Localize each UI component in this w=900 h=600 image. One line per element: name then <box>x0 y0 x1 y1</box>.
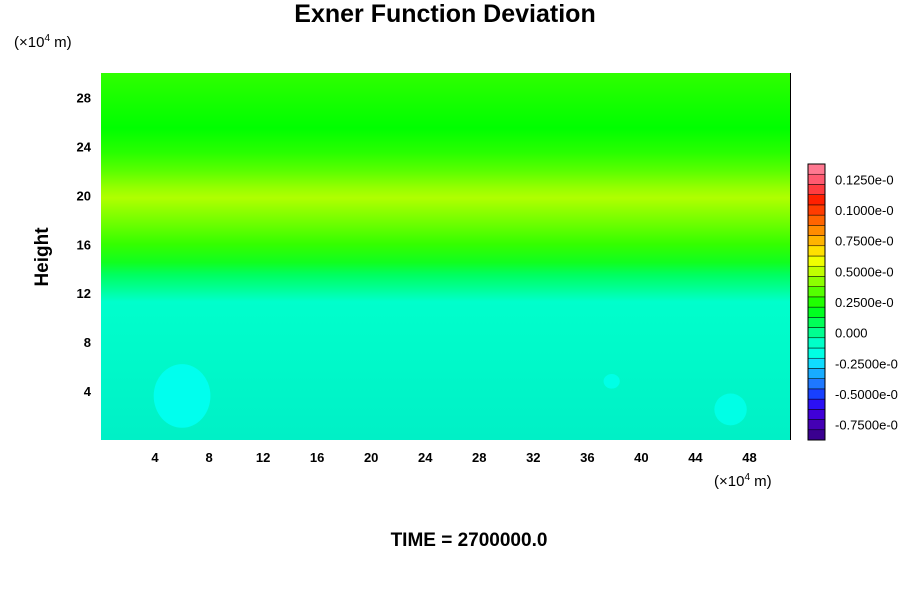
colorbar-band <box>807 184 826 195</box>
colorbar-band <box>807 225 826 236</box>
y-tick-label: 28 <box>77 90 91 105</box>
colorbar-band <box>807 265 826 277</box>
colorbar-band <box>807 163 826 175</box>
colorbar-label: -0.5000e-0 <box>835 387 898 402</box>
colorbar-band <box>807 276 826 287</box>
x-tick-label: 16 <box>310 450 324 465</box>
x-tick-label: 40 <box>634 450 648 465</box>
feature-blob-2 <box>714 393 747 426</box>
colorbar-band <box>807 296 826 308</box>
colorbar-band <box>807 419 826 431</box>
colorbar-label: 0.7500e-0 <box>835 234 894 249</box>
x-axis-unit: (×104 m) <box>714 472 772 490</box>
colorbar-band <box>807 286 826 298</box>
colorbar-band <box>807 327 826 339</box>
y-tick-label: 24 <box>77 139 92 154</box>
y-tick-label: 20 <box>77 188 91 203</box>
y-tick-labels: 4 8 12 16 20 24 28 <box>77 90 92 399</box>
x-tick-label: 32 <box>526 450 540 465</box>
colorbar-band <box>807 306 826 318</box>
feature-blob-0 <box>153 364 211 428</box>
x-tick-label: 4 <box>151 450 159 465</box>
x-tick-label: 8 <box>205 450 212 465</box>
colorbar-band <box>807 347 826 359</box>
colorbar-band <box>807 357 826 369</box>
x-unit-exponent: 4 <box>744 472 751 483</box>
colorbar-label: 0.000 <box>835 326 868 341</box>
x-tick-label: 36 <box>580 450 594 465</box>
colorbar-band <box>807 429 826 441</box>
colorbar-label: -0.2500e-0 <box>835 356 898 371</box>
x-tick-labels: 4 8 12 16 20 24 28 32 36 40 44 48 <box>151 450 756 465</box>
time-label: TIME = 2700000.0 <box>390 530 548 551</box>
x-unit-prefix: (×10 <box>714 473 745 490</box>
chart-title: Exner Function Deviation <box>294 0 596 28</box>
colorbar-band <box>807 368 826 379</box>
colorbar-label: -0.7500e-0 <box>835 418 898 433</box>
colorbar-band <box>807 398 826 410</box>
colorbar-band <box>807 204 826 216</box>
y-unit-prefix: (×10 <box>14 34 45 51</box>
colorbar-label: 0.1000e-0 <box>835 203 894 218</box>
colorbar-band <box>807 388 826 400</box>
x-tick-label: 20 <box>364 450 378 465</box>
colorbar-band <box>807 378 826 390</box>
colorbar-band <box>807 235 826 247</box>
contour-field <box>101 73 790 440</box>
x-unit-suffix: m) <box>750 473 772 490</box>
y-unit-exponent: 4 <box>44 33 51 44</box>
colorbar-band <box>807 337 826 349</box>
x-tick-label: 28 <box>472 450 486 465</box>
colorbar-band <box>807 173 826 185</box>
colorbar-labels: 0.1250e-0 0.1000e-0 0.7500e-0 0.5000e-0 0.25… <box>835 172 898 432</box>
colorbar-band <box>807 245 826 257</box>
contour-features <box>153 364 747 428</box>
colorbar-band <box>807 317 826 328</box>
colorbar-frame <box>807 163 826 441</box>
y-tick-label: 16 <box>77 237 91 252</box>
y-tick-label: 4 <box>84 384 92 399</box>
colorbar-label: 0.2500e-0 <box>835 295 894 310</box>
colorbar-band <box>807 194 826 206</box>
x-tick-label: 12 <box>256 450 270 465</box>
x-tick-label: 48 <box>742 450 756 465</box>
y-axis-unit: (×104 m) <box>14 33 72 51</box>
x-tick-label: 24 <box>418 450 433 465</box>
colorbar <box>807 163 826 441</box>
colorbar-band <box>807 409 826 420</box>
colorbar-label: 0.5000e-0 <box>835 264 894 279</box>
y-tick-label: 8 <box>84 335 91 350</box>
x-tick-label: 44 <box>688 450 703 465</box>
colorbar-label: 0.1250e-0 <box>835 172 894 187</box>
y-unit-suffix: m) <box>50 34 72 51</box>
colorbar-band <box>807 214 826 226</box>
y-tick-label: 12 <box>77 286 91 301</box>
feature-blob-1 <box>603 373 620 389</box>
colorbar-band <box>807 255 826 267</box>
